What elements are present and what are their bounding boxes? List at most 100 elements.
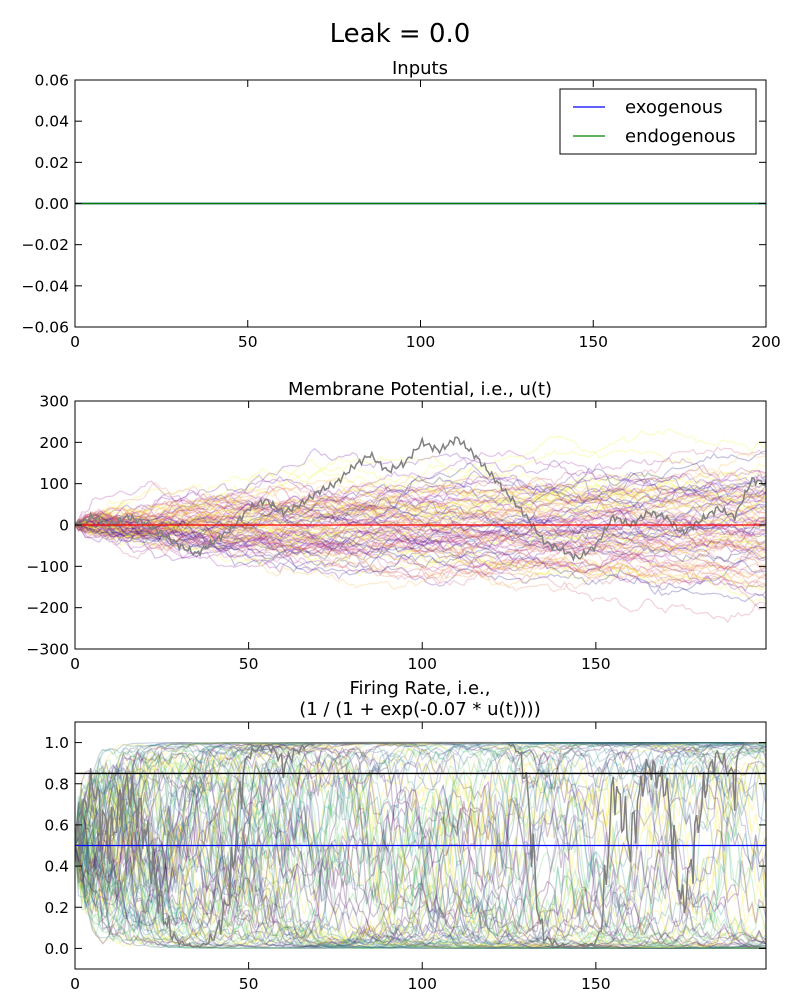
ensemble-trace — [75, 524, 766, 557]
ensemble-trace — [75, 747, 766, 949]
ensemble-trace — [75, 815, 766, 949]
figure-title: Leak = 0.0 — [330, 19, 471, 49]
inputs-title: Inputs — [392, 58, 448, 79]
ensemble-trace — [75, 764, 766, 949]
ensemble-trace — [75, 742, 766, 949]
ensemble-trace — [75, 799, 766, 949]
ensemble-trace — [75, 516, 766, 586]
y-tick-label: 0.00 — [34, 195, 69, 213]
y-tick-label: 0.06 — [34, 72, 69, 90]
ensemble-trace — [75, 499, 766, 560]
ensemble-trace — [75, 741, 766, 944]
ensemble-trace — [75, 492, 766, 540]
ensemble-trace — [75, 742, 766, 909]
ensemble-trace — [75, 508, 766, 542]
ensemble-trace — [75, 845, 766, 950]
ensemble-trace — [75, 742, 766, 925]
ensemble-trace — [75, 742, 766, 871]
ensemble-trace — [75, 762, 766, 949]
y-tick-label: 0.02 — [34, 154, 69, 172]
x-tick-label: 50 — [239, 655, 259, 673]
ensemble-trace — [75, 502, 766, 563]
ensemble-trace — [75, 517, 766, 564]
ensemble-trace — [75, 766, 766, 949]
ensemble-trace — [75, 754, 766, 949]
ensemble-trace — [75, 773, 766, 946]
ensemble-trace — [75, 494, 766, 552]
ensemble-trace — [75, 447, 766, 526]
ensemble-trace — [75, 742, 766, 942]
membrane-potential-title: Membrane Potential, i.e., u(t) — [288, 379, 552, 400]
ensemble-trace — [75, 484, 766, 541]
ensemble-trace — [75, 474, 766, 528]
ensemble-trace — [75, 482, 766, 537]
ensemble-trace — [75, 491, 766, 555]
ensemble-trace — [75, 514, 766, 548]
ensemble-trace — [75, 449, 766, 526]
ensemble-trace — [75, 742, 766, 908]
ensemble-trace — [75, 435, 766, 530]
ensemble-trace — [75, 742, 766, 949]
ensemble-trace — [75, 770, 766, 949]
ensemble-trace — [75, 508, 766, 555]
ensemble-trace — [75, 464, 766, 535]
ensemble-trace — [75, 741, 766, 909]
ensemble-trace — [75, 518, 766, 597]
y-tick-label: 300 — [39, 393, 69, 411]
ensemble-trace — [75, 515, 766, 578]
ensemble-trace — [75, 484, 766, 539]
ensemble-trace — [75, 484, 766, 531]
ensemble-trace — [75, 488, 766, 537]
y-tick-label: 100 — [39, 475, 69, 493]
ensemble-trace — [75, 491, 766, 536]
ensemble-trace — [75, 500, 766, 607]
x-tick-label: 150 — [578, 333, 608, 351]
ensemble-trace — [75, 767, 766, 948]
ensemble-trace — [75, 742, 766, 896]
inputs-panel: Inputs 0 50 100 150 200 −0.06 −0.04 −0.02 0.00 0.… — [22, 58, 781, 351]
ensemble-trace — [75, 518, 766, 591]
y-tick-label: −0.04 — [22, 277, 70, 295]
ensemble-trace — [75, 505, 766, 570]
highlight-trace — [75, 741, 766, 949]
ensemble-trace — [75, 516, 766, 597]
ensemble-trace — [75, 519, 766, 559]
ensemble-trace — [75, 518, 766, 604]
ensemble-trace — [75, 506, 766, 546]
highlight-trace — [75, 435, 766, 563]
ensemble-trace — [75, 474, 766, 529]
ensemble-trace — [75, 747, 766, 948]
ensemble-trace — [75, 749, 766, 949]
axes-frame — [74, 721, 767, 970]
ensemble-trace — [75, 749, 766, 949]
ensemble-trace — [75, 767, 766, 949]
x-tick-label: 0 — [70, 655, 80, 673]
inputs-legend: exogenous endogenous — [559, 88, 757, 155]
x-tick-label: 150 — [581, 975, 611, 993]
ensemble-trace — [75, 765, 766, 946]
x-tick-label: 150 — [581, 655, 611, 673]
ensemble-trace — [75, 743, 766, 928]
ensemble-trace — [75, 746, 766, 950]
ensemble-trace — [75, 481, 766, 569]
x-tick-label: 100 — [407, 655, 437, 673]
ensemble-trace — [75, 798, 766, 949]
ensemble-trace — [75, 482, 766, 535]
ensemble-trace — [75, 500, 766, 556]
ensemble-trace — [75, 521, 766, 624]
ensemble-trace — [75, 490, 766, 532]
ensemble-trace — [75, 742, 766, 879]
ensemble-trace — [75, 496, 766, 556]
ensemble-trace — [75, 748, 766, 949]
y-tick-label: 0.2 — [44, 899, 69, 917]
ensemble-trace — [75, 758, 766, 949]
ensemble-trace — [75, 508, 766, 584]
ensemble-trace — [75, 758, 766, 949]
y-tick-label: 0.8 — [44, 775, 69, 793]
ensemble-trace — [75, 741, 766, 943]
ensemble-trace — [75, 797, 766, 949]
ensemble-trace — [75, 765, 766, 949]
ensemble-trace — [75, 507, 766, 593]
ensemble-trace — [75, 515, 766, 587]
